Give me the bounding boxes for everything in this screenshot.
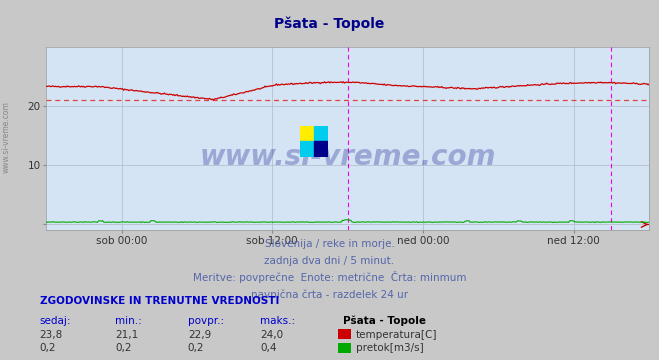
Text: Slovenija / reke in morje.: Slovenija / reke in morje. — [264, 239, 395, 249]
Text: povpr.:: povpr.: — [188, 316, 224, 326]
Text: 0,2: 0,2 — [188, 343, 204, 354]
Bar — [300, 126, 314, 141]
Text: temperatura[C]: temperatura[C] — [356, 330, 438, 340]
Text: zadnja dva dni / 5 minut.: zadnja dva dni / 5 minut. — [264, 256, 395, 266]
Text: 24,0: 24,0 — [260, 330, 283, 340]
Text: 0,4: 0,4 — [260, 343, 277, 354]
Text: Pšata - Topole: Pšata - Topole — [274, 16, 385, 31]
Text: 22,9: 22,9 — [188, 330, 211, 340]
Text: pretok[m3/s]: pretok[m3/s] — [356, 343, 424, 354]
Text: 0,2: 0,2 — [115, 343, 132, 354]
Text: maks.:: maks.: — [260, 316, 295, 326]
Bar — [314, 141, 328, 157]
Bar — [300, 141, 314, 157]
Bar — [314, 126, 328, 141]
Text: 0,2: 0,2 — [40, 343, 56, 354]
Text: Pšata - Topole: Pšata - Topole — [343, 315, 426, 326]
Text: 21,1: 21,1 — [115, 330, 138, 340]
Text: ZGODOVINSKE IN TRENUTNE VREDNOSTI: ZGODOVINSKE IN TRENUTNE VREDNOSTI — [40, 296, 279, 306]
Text: min.:: min.: — [115, 316, 142, 326]
Text: sedaj:: sedaj: — [40, 316, 71, 326]
Text: 23,8: 23,8 — [40, 330, 63, 340]
Text: Meritve: povprečne  Enote: metrične  Črta: minmum: Meritve: povprečne Enote: metrične Črta:… — [192, 271, 467, 283]
Text: www.si-vreme.com: www.si-vreme.com — [200, 143, 496, 171]
Text: navpična črta - razdelek 24 ur: navpična črta - razdelek 24 ur — [251, 290, 408, 301]
Text: www.si-vreme.com: www.si-vreme.com — [2, 101, 11, 173]
